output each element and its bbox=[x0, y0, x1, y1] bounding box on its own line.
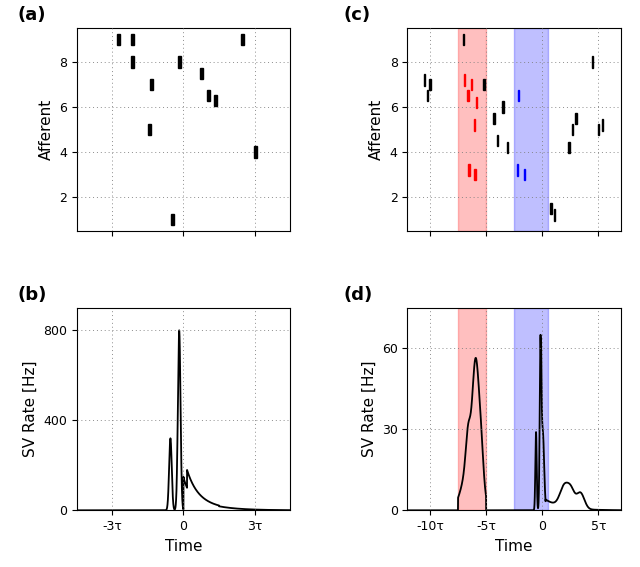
Bar bbox=[507, 142, 508, 153]
X-axis label: Time: Time bbox=[164, 539, 202, 553]
Bar bbox=[150, 79, 153, 90]
Bar bbox=[497, 135, 498, 146]
Bar bbox=[207, 90, 210, 101]
Bar bbox=[572, 124, 573, 135]
Bar bbox=[502, 101, 504, 113]
Bar bbox=[598, 124, 599, 135]
Bar bbox=[424, 74, 425, 86]
Bar bbox=[241, 34, 244, 45]
Y-axis label: SV Rate [Hz]: SV Rate [Hz] bbox=[22, 361, 38, 458]
Bar bbox=[148, 124, 150, 135]
X-axis label: Time: Time bbox=[495, 539, 533, 553]
Text: (d): (d) bbox=[344, 286, 372, 304]
Bar bbox=[524, 169, 525, 180]
Bar bbox=[172, 214, 174, 225]
Bar bbox=[463, 34, 465, 45]
Bar bbox=[254, 146, 257, 158]
Bar bbox=[550, 203, 552, 214]
Bar bbox=[468, 164, 470, 176]
Bar bbox=[464, 74, 465, 86]
Y-axis label: SV Rate [Hz]: SV Rate [Hz] bbox=[362, 361, 376, 458]
Bar bbox=[518, 90, 519, 101]
Bar bbox=[200, 67, 203, 79]
Bar bbox=[575, 113, 577, 124]
Y-axis label: Afferent: Afferent bbox=[369, 99, 384, 160]
Bar bbox=[131, 34, 134, 45]
Bar bbox=[514, 308, 548, 510]
Bar bbox=[514, 28, 548, 231]
Bar bbox=[483, 79, 484, 90]
Bar bbox=[602, 120, 603, 131]
Bar bbox=[458, 28, 486, 231]
Text: (a): (a) bbox=[17, 6, 45, 24]
Bar bbox=[458, 308, 486, 510]
Bar bbox=[474, 120, 475, 131]
Bar bbox=[471, 79, 472, 90]
Bar bbox=[568, 142, 570, 153]
Bar bbox=[554, 209, 556, 221]
Bar bbox=[131, 57, 134, 67]
Text: (b): (b) bbox=[17, 286, 47, 304]
Bar bbox=[429, 79, 431, 90]
Bar bbox=[214, 95, 217, 106]
Y-axis label: Afferent: Afferent bbox=[38, 99, 54, 160]
Bar bbox=[592, 57, 593, 67]
Text: (c): (c) bbox=[344, 6, 371, 24]
Bar bbox=[476, 97, 477, 108]
Bar bbox=[474, 169, 476, 180]
Bar bbox=[516, 164, 518, 176]
Bar bbox=[467, 90, 469, 101]
Bar bbox=[179, 57, 182, 67]
Bar bbox=[116, 34, 120, 45]
Bar bbox=[493, 113, 495, 124]
Bar bbox=[427, 90, 428, 101]
